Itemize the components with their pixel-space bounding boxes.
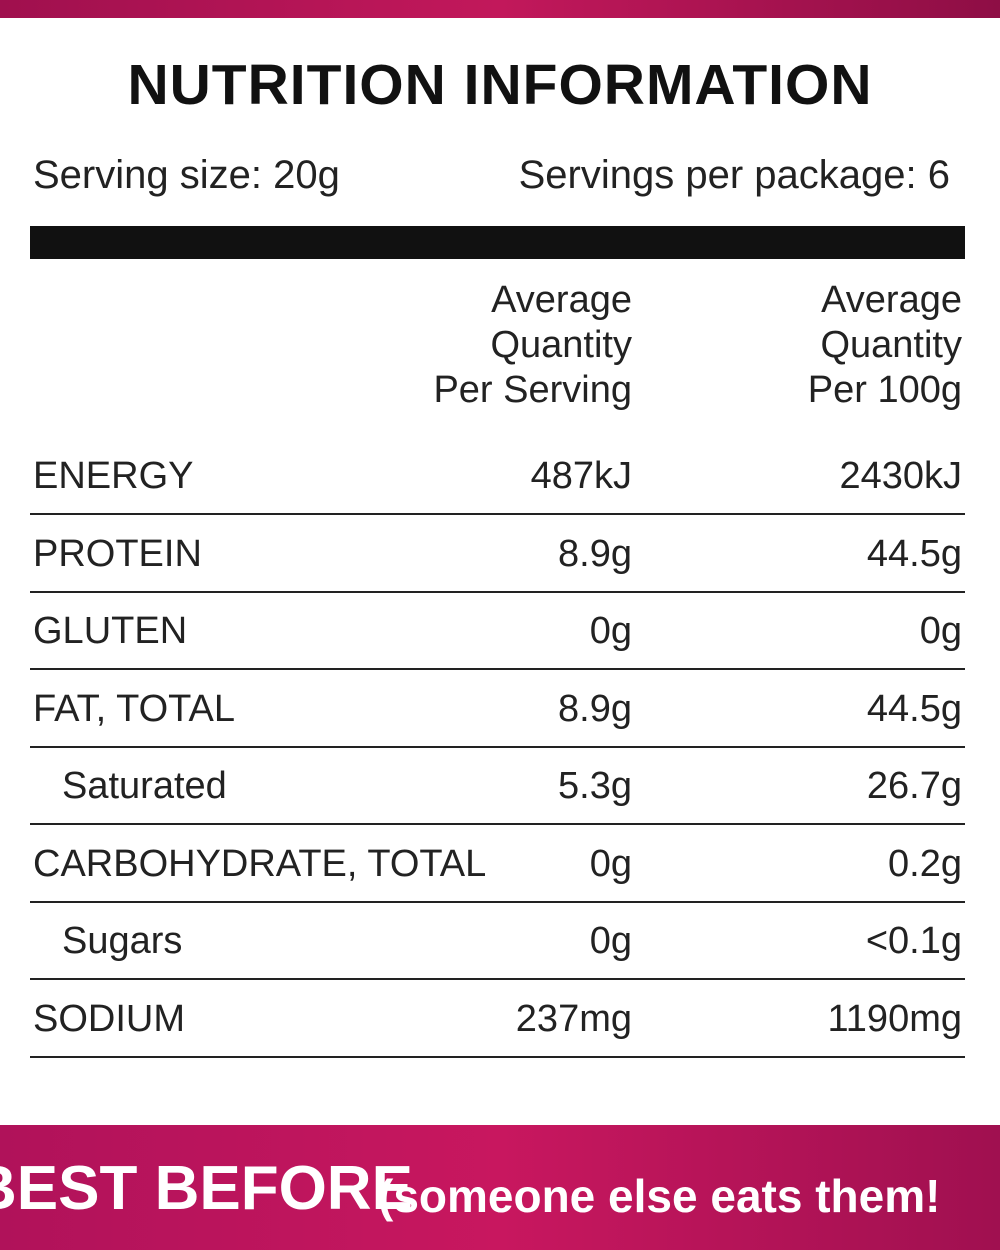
column-header-line: Quantity [820,324,962,366]
column-header-line: Per 100g [807,369,962,411]
per-100g: 0.2g [888,842,962,885]
per-serving: 0g [589,610,632,652]
per-serving: 5.3g [558,765,632,807]
per-serving: 237mg [515,997,632,1040]
per-serving: 0g [589,920,632,962]
column-header-line: Per Serving [433,369,632,411]
nutrient-name: CARBOHYDRATE, TOTAL [33,842,487,885]
column-header-line: Quantity [490,324,632,366]
per-serving: 8.9g [558,532,632,575]
serving-size: Serving size: 20g [33,153,340,197]
footer-band: BEST BEFORE (someone else eats them! [0,1125,1000,1250]
nutrient-name: Saturated [62,765,227,807]
per-100g: <0.1g [865,920,962,962]
row-rule [30,978,965,980]
per-serving: 0g [589,842,632,885]
nutrient-name: ENERGY [33,455,194,497]
per-100g: 44.5g [866,532,962,575]
nutrient-name: FAT, TOTAL [33,687,236,730]
title: NUTRITION INFORMATION [127,53,873,117]
column-header-line: Average [821,279,962,321]
per-100g: 2430kJ [839,455,962,497]
row-rule [30,513,965,515]
per-100g: 0g [919,610,962,652]
best-before-note: (someone else eats them! [378,1170,941,1222]
column-header-line: Average [491,279,632,321]
row-rule [30,823,965,825]
nutrient-name: PROTEIN [33,532,202,575]
per-serving: 487kJ [530,455,632,497]
nutrient-name: Sugars [62,920,183,962]
black-bar [30,226,965,259]
column-header: Average Quantity Per Serving [433,278,632,413]
row-rule [30,1055,965,1058]
top-strip [0,0,1000,18]
servings-per-package: Servings per package: 6 [518,153,950,197]
row-rule [30,745,965,748]
column-header: Average Quantity Per 100g [808,278,962,413]
per-100g: 26.7g [866,765,962,807]
per-serving: 8.9g [558,687,632,730]
row-rule [30,590,965,593]
row-rule [30,900,965,903]
per-100g: 44.5g [866,687,962,730]
best-before: BEST BEFORE [0,1154,413,1223]
row-rule [30,668,965,670]
nutrient-name: GLUTEN [33,610,188,652]
per-100g: 1190mg [827,997,962,1040]
nutrient-name: SODIUM [33,997,185,1040]
